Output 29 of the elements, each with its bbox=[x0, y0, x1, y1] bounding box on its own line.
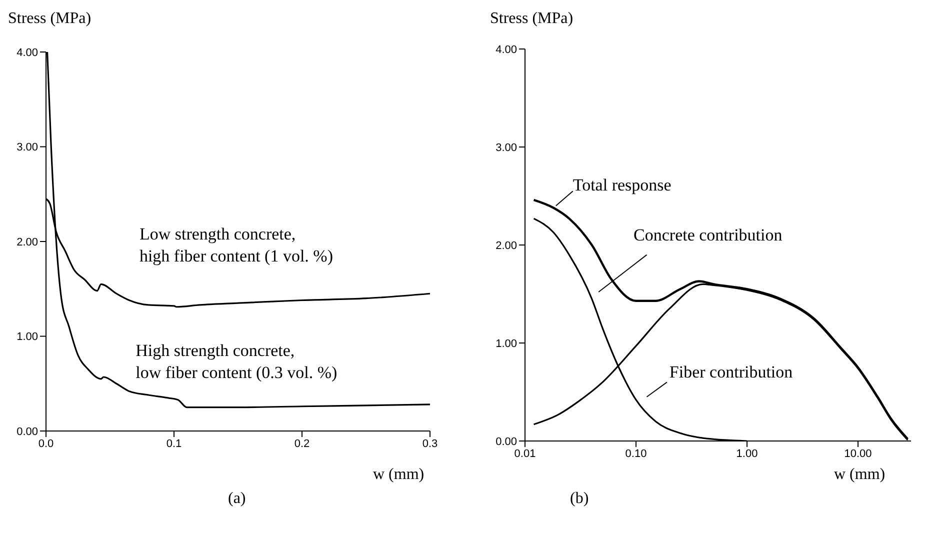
x-tick-label: 0.2 bbox=[294, 438, 310, 450]
x-axis-title: w (mm) bbox=[373, 466, 424, 484]
series-label: Total response bbox=[572, 175, 672, 194]
text: Fiber contribution bbox=[669, 362, 794, 382]
y-tick-label: 0.00 bbox=[496, 436, 517, 448]
y-tick-label: 4.00 bbox=[16, 46, 38, 59]
text: (b) bbox=[570, 490, 589, 508]
x-tick-label: 0.1 bbox=[166, 438, 182, 450]
y-tick-label: 3.00 bbox=[496, 142, 517, 154]
x-tick-label: 0.01 bbox=[514, 448, 536, 460]
x-axis-title: w (mm) bbox=[834, 466, 886, 484]
y-tick-label: 0.00 bbox=[16, 426, 38, 438]
y-tick-label: 4.00 bbox=[496, 44, 517, 56]
x-tick-label: 0.3 bbox=[422, 438, 438, 450]
y-tick-label: 2.00 bbox=[16, 236, 38, 248]
y-tick-label: 1.00 bbox=[16, 331, 38, 344]
x-tick-label: 0.0 bbox=[38, 438, 54, 450]
y-axis-title: Stress (MPa) bbox=[490, 10, 574, 28]
text: Low strength concrete, high fiber content (1 vol. %) bbox=[139, 224, 334, 266]
y-axis-title: Stress (MPa) bbox=[8, 10, 92, 28]
y-tick-label: 3.00 bbox=[16, 142, 38, 154]
series-label: High strength concrete, low fiber content (0.3 vol. %) bbox=[136, 340, 338, 382]
x-tick-label: 1.00 bbox=[736, 448, 758, 460]
text: Concrete contribution bbox=[634, 225, 783, 244]
y-tick-label: 1.00 bbox=[496, 338, 517, 350]
y-tick-label: 2.00 bbox=[496, 240, 517, 252]
text: (a) bbox=[228, 490, 246, 508]
x-tick-label: 0.10 bbox=[625, 448, 647, 460]
x-tick-label: 10.00 bbox=[844, 448, 872, 460]
